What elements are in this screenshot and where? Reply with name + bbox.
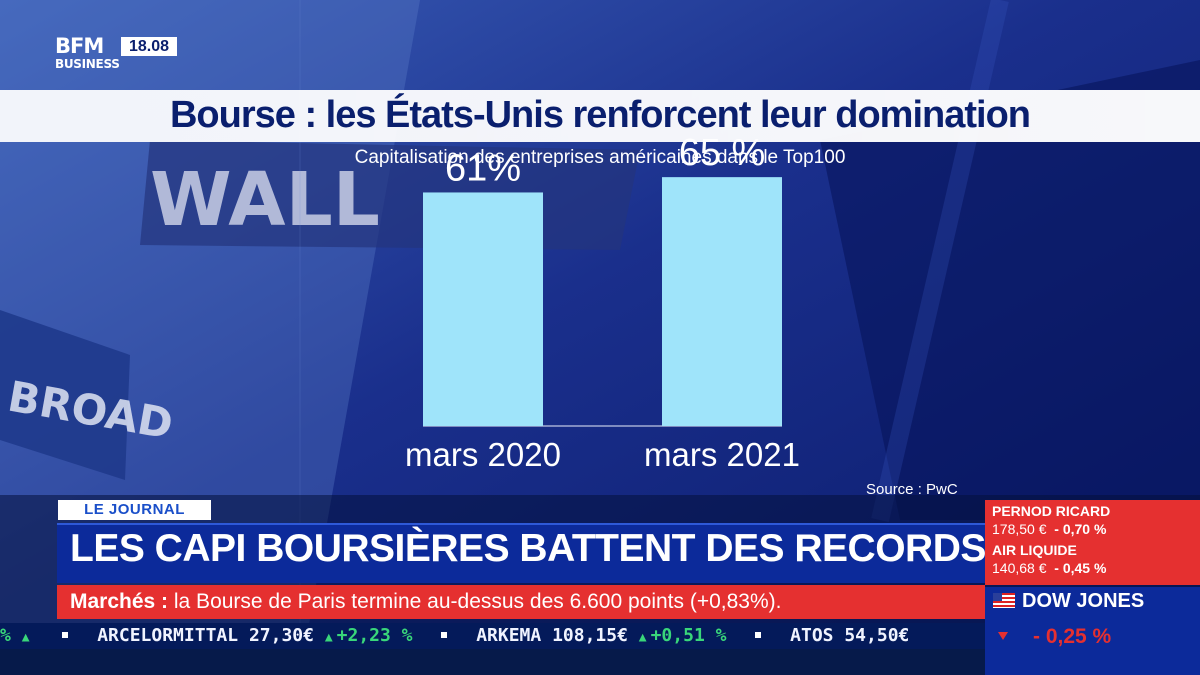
quote-name: AIR LIQUIDE — [992, 542, 1077, 558]
down-arrow-icon — [998, 632, 1008, 640]
ticker-change: +2,23 % — [336, 625, 413, 646]
index-change: - 0,25 % — [1033, 625, 1112, 648]
chart-title: Bourse : les États-Unis renforcent leur … — [169, 94, 1031, 136]
ticker-price: 54,50€ — [844, 625, 910, 646]
news-label: Marchés : — [70, 590, 169, 613]
chart-subtitle: Capitalisation des entreprises américain… — [354, 147, 846, 168]
ticker-name: ARCELORMITTAL — [97, 625, 239, 646]
ticker-name: ARKEMA — [476, 625, 542, 646]
clock-time: 18.08 — [121, 37, 177, 56]
stock-ticker: % ▲ ARCELORMITTAL 27,30€ ▲ +2,23 % ARKEMA… — [0, 623, 985, 649]
svg-text:WALL: WALL — [150, 157, 380, 243]
category-label: mars 2020 — [405, 436, 561, 473]
ticker-track: % ▲ ARCELORMITTAL 27,30€ ▲ +2,23 % ARKEMA… — [0, 625, 909, 646]
index-name: DOW JONES — [1022, 590, 1145, 612]
stock-quotes-panel — [985, 500, 1200, 585]
ticker-change: +0,51 % — [650, 625, 727, 646]
up-arrow-icon: ▲ — [638, 630, 647, 645]
separator-icon — [441, 631, 448, 638]
up-arrow-icon: ▲ — [324, 630, 333, 645]
title-band — [0, 90, 1200, 142]
separator-icon — [62, 631, 69, 638]
news-band — [57, 585, 985, 619]
quote-change: - 0,45 % — [1054, 560, 1107, 576]
quote-values: 178,50 € - 0,70 % — [992, 521, 1106, 537]
quote-price: 140,68 € — [992, 560, 1047, 576]
news-line: Marchés : la Bourse de Paris termine au-… — [70, 590, 781, 614]
ticker-price: 27,30€ — [248, 625, 314, 646]
ticker-name: ATOS — [790, 625, 834, 646]
category-label: mars 2021 — [644, 436, 800, 473]
news-text: la Bourse de Paris termine au-dessus des… — [168, 590, 782, 613]
ticker-change: % — [0, 625, 11, 646]
quote-values: 140,68 € - 0,45 % — [992, 560, 1106, 576]
chart-bar — [662, 177, 782, 426]
bar-value-label: 61% — [445, 147, 521, 189]
separator-icon — [755, 631, 762, 638]
headline: LES CAPI BOURSIÈRES BATTENT DES RECORDS — [70, 527, 986, 570]
logo-business-text: BUSINESS — [55, 57, 120, 71]
bar-value-label: 65 % — [679, 132, 766, 174]
quote-change: - 0,70 % — [1054, 521, 1107, 537]
quote-name: PERNOD RICARD — [992, 503, 1111, 519]
index-panel — [985, 587, 1200, 675]
program-tag: LE JOURNAL — [58, 500, 211, 520]
quote-price: 178,50 € — [992, 521, 1047, 537]
us-flag-icon — [993, 593, 1015, 608]
up-arrow-icon: ▲ — [21, 630, 30, 645]
logo-bfm-text: BFM — [55, 34, 104, 58]
bottom-strip — [0, 649, 985, 675]
bfm-business-logo: BFM BUSINESS — [55, 34, 120, 71]
chart-bar — [423, 192, 543, 426]
ticker-price: 108,15€ — [552, 625, 628, 646]
headline-band — [57, 523, 985, 583]
chart-source: Source : PwC — [866, 481, 958, 498]
